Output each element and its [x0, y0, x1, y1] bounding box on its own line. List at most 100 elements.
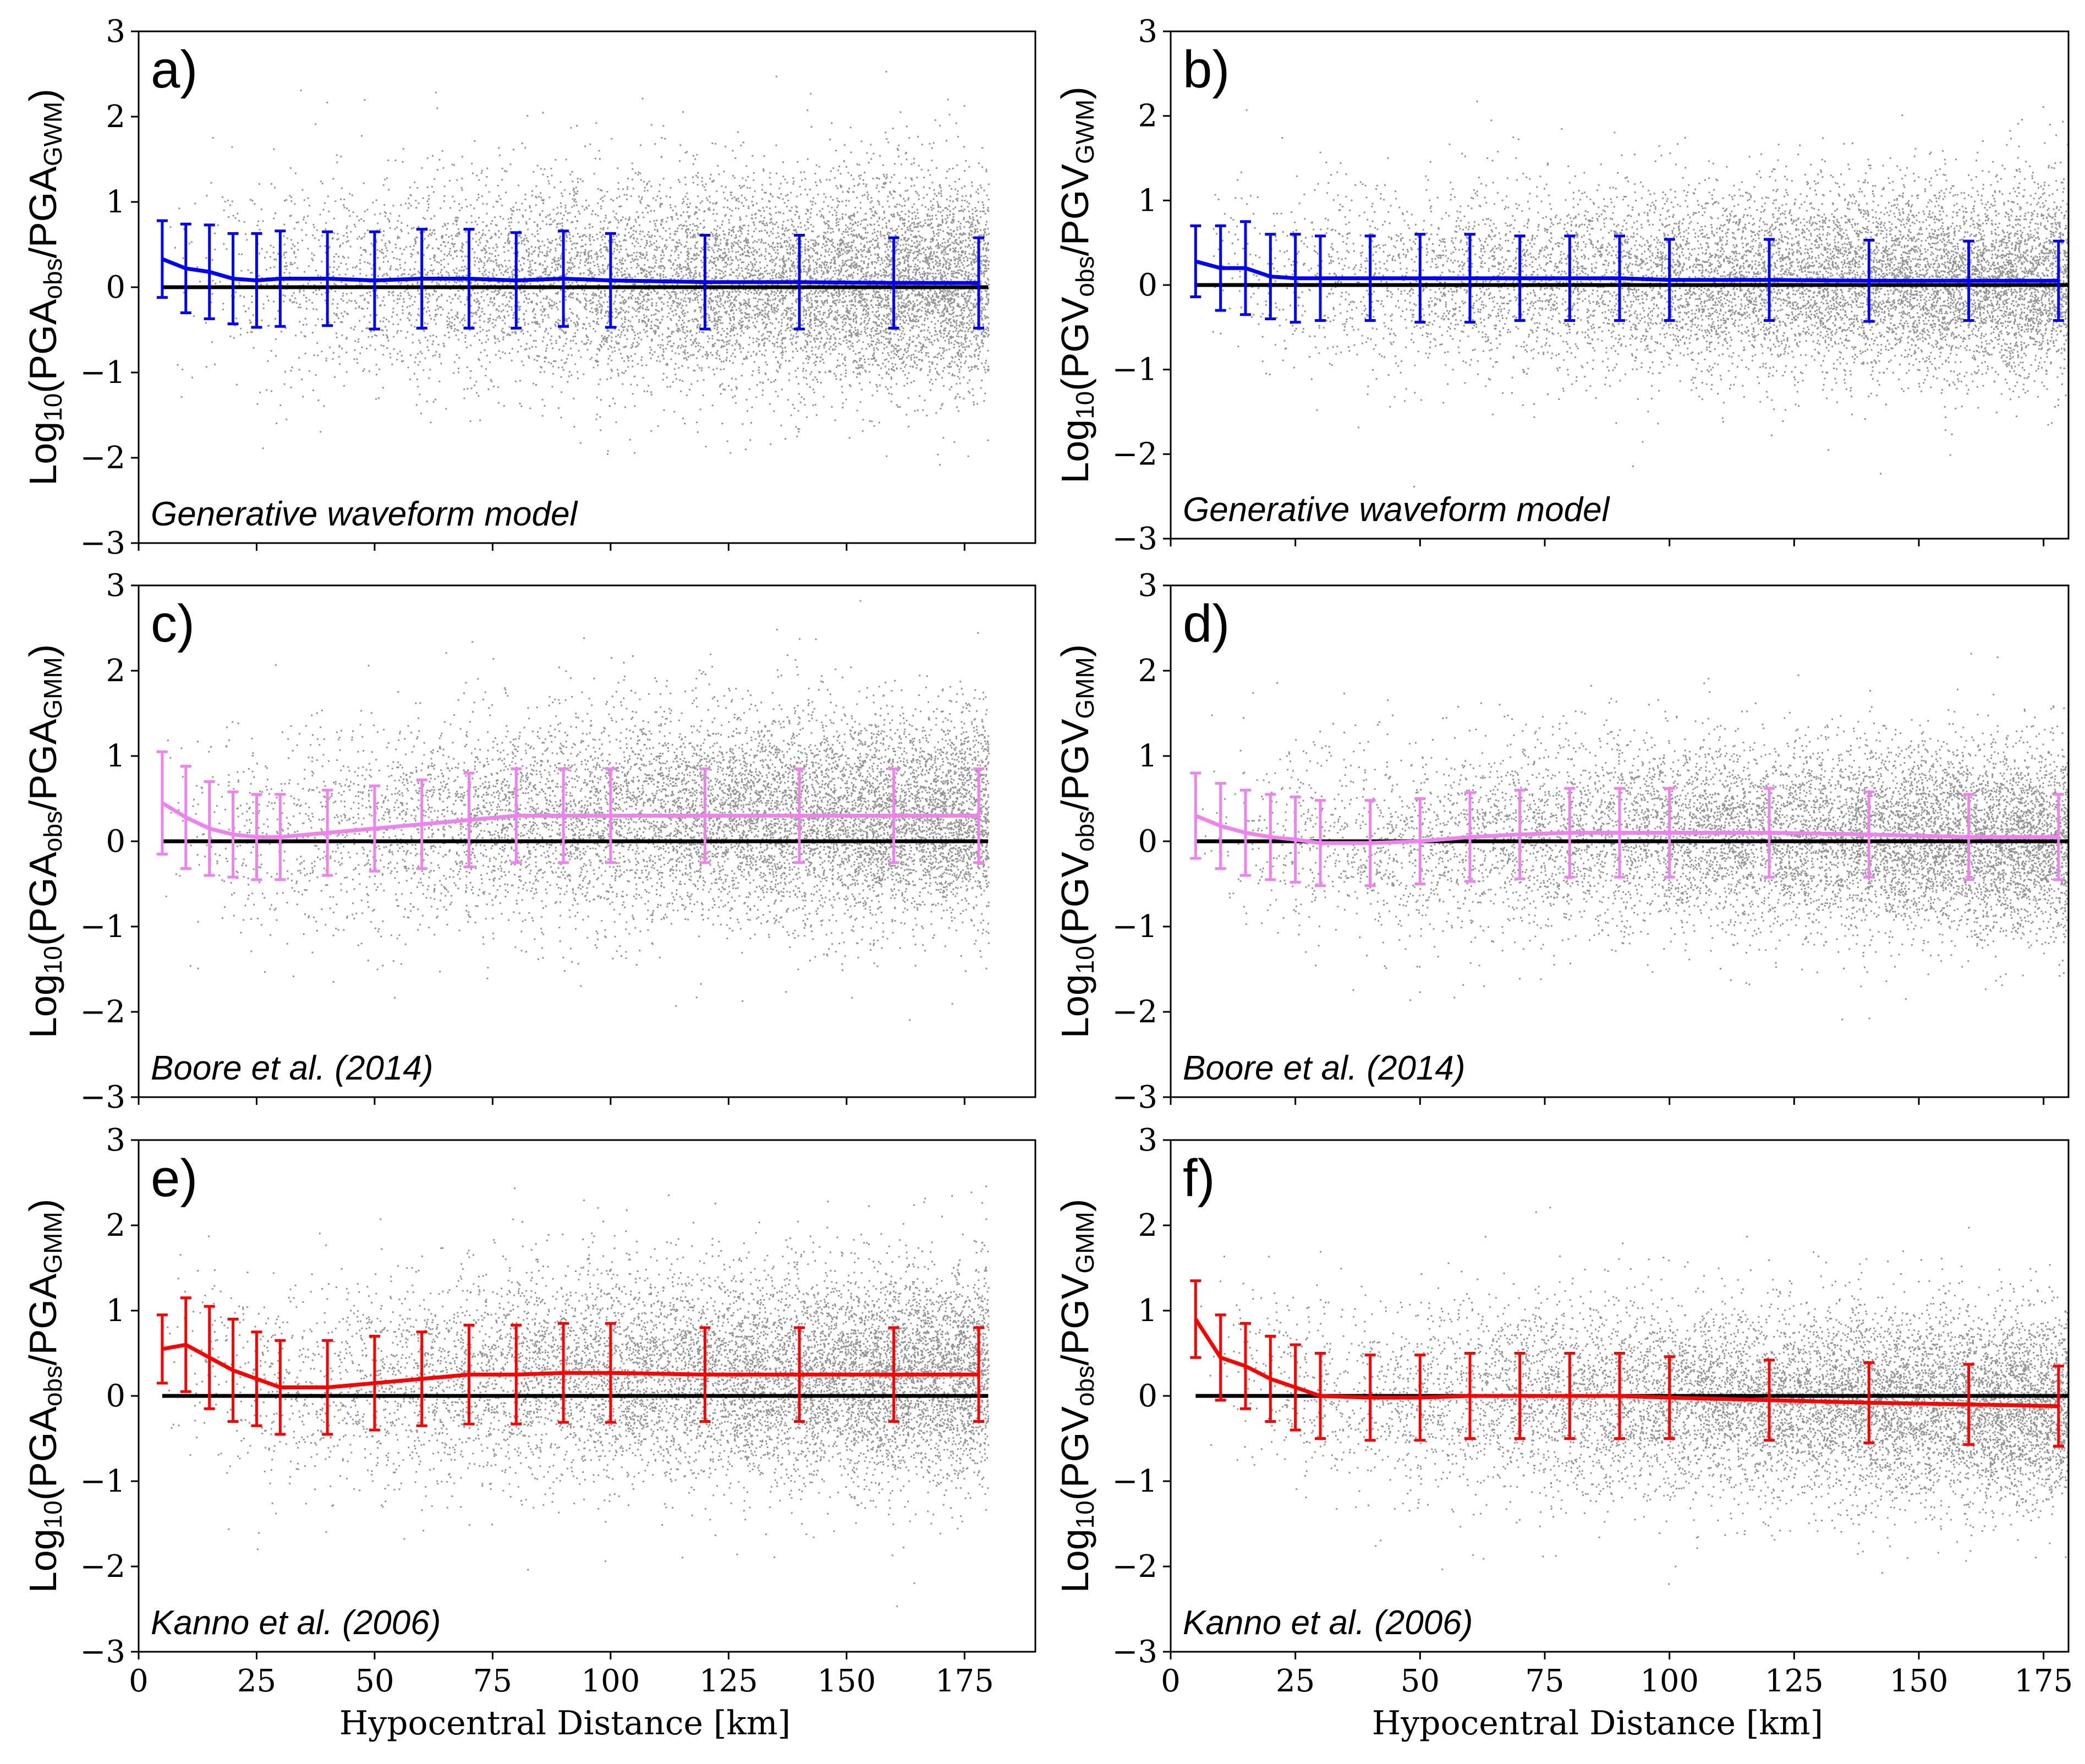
x-tick-label: 175 — [935, 1663, 994, 1699]
plot-area — [156, 1185, 990, 1607]
x-tick-label: 150 — [1890, 1663, 1949, 1699]
y-tick-label: −3 — [1112, 1080, 1157, 1115]
y-tick-label: −1 — [80, 909, 125, 945]
y-tick-label: −2 — [1112, 436, 1157, 472]
panel-e: −3 −2 −1 0 1 2 3 0 25 50 75 100 125 150 175 Hypocentral… — [21, 1122, 1036, 1743]
y-tick-label: 3 — [1138, 1122, 1157, 1158]
panel-b: −3 −2 −1 0 1 2 3 Log10(PGVobs/PGVGWM) b) Generati… — [1054, 14, 2070, 557]
y-tick-label: −1 — [1112, 352, 1157, 388]
x-tick-label: 100 — [581, 1663, 640, 1699]
model-label: Generative waveform model — [1183, 491, 1611, 529]
y-tick-label: 2 — [106, 99, 125, 135]
y-tick-label: 0 — [1138, 1378, 1157, 1414]
x-tick-label: 0 — [1161, 1663, 1181, 1699]
mean-residual-line — [1194, 814, 2059, 845]
model-label: Generative waveform model — [151, 495, 579, 533]
panel-a: −3 −2 −1 0 1 2 3 Log10(PGAobs/PGAGWM) a) Generati… — [21, 14, 1036, 561]
x-tick-label: 75 — [473, 1663, 512, 1699]
y-tick-label: 3 — [106, 14, 125, 50]
y-axis-label: Log10(PGAobs/PGAGWM) — [21, 89, 67, 485]
y-tick-label: −2 — [1112, 994, 1157, 1030]
plot-area — [1190, 653, 2068, 1021]
x-tick-label: 25 — [1276, 1663, 1315, 1699]
y-tick-label: −1 — [1112, 909, 1157, 945]
x-tick-label: 100 — [1640, 1663, 1699, 1699]
y-axis-label: Log10(PGAobs/PGAGMM) — [21, 644, 67, 1038]
panel-label: c) — [151, 594, 195, 653]
mean-residual-line — [1195, 259, 2059, 283]
mean-residual-line — [161, 801, 979, 839]
x-tick-label: 175 — [2014, 1663, 2073, 1699]
y-tick-label: 1 — [1138, 738, 1157, 774]
panel-label: d) — [1183, 594, 1230, 653]
panel-c: −3 −2 −1 0 1 2 3 Log10(PGAobs/PGAGMM) c) Boore et… — [21, 568, 1036, 1115]
y-tick-label: 0 — [106, 824, 125, 859]
x-tick-label: 25 — [237, 1663, 276, 1699]
y-axis-label: Log10(PGVobs/PGVGMM) — [1054, 1199, 1099, 1593]
panel-d: −3 −2 −1 0 1 2 3 Log10(PGVobs/PGVGMM) d) Boore et… — [1054, 568, 2070, 1115]
model-label: Kanno et al. (2006) — [1183, 1604, 1473, 1642]
y-tick-label: 3 — [106, 568, 125, 604]
x-tick-label: 150 — [817, 1663, 876, 1699]
y-tick-label: 3 — [1138, 568, 1157, 604]
x-tick-label: 50 — [355, 1663, 394, 1699]
panel-label: a) — [151, 40, 197, 99]
y-tick-label: 0 — [1138, 824, 1157, 859]
x-tick-label: 125 — [699, 1663, 758, 1699]
y-tick-label: −3 — [1112, 1634, 1157, 1670]
scatter-points — [1212, 100, 2068, 487]
y-tick-label: −3 — [1112, 521, 1157, 557]
y-tick-label: −2 — [80, 440, 125, 476]
y-tick-label: −3 — [80, 1080, 125, 1115]
y-tick-label: −1 — [80, 355, 125, 391]
x-axis-label: Hypocentral Distance [km] — [1372, 1704, 1823, 1743]
plot-area — [156, 70, 990, 466]
scatter-points — [165, 600, 990, 1021]
y-tick-label: 1 — [106, 184, 125, 220]
plot-area — [1190, 1207, 2068, 1585]
panel-label: e) — [151, 1149, 197, 1208]
panel-label: f) — [1183, 1149, 1215, 1208]
x-tick-label: 125 — [1765, 1663, 1824, 1699]
y-tick-label: 2 — [1138, 653, 1157, 689]
y-tick-label: −1 — [80, 1464, 125, 1499]
y-axis-label: Log10(PGAobs/PGAGMM) — [21, 1199, 67, 1593]
model-label: Boore et al. (2014) — [151, 1049, 434, 1087]
y-tick-label: 0 — [106, 270, 125, 305]
mean-residual-line — [1194, 1318, 2059, 1409]
y-tick-label: 1 — [1138, 1293, 1157, 1329]
plot-area — [156, 600, 990, 1021]
y-tick-label: 2 — [1138, 98, 1157, 134]
y-tick-label: −1 — [1112, 1464, 1157, 1499]
x-axis-label: Hypocentral Distance [km] — [339, 1704, 791, 1743]
panel-f: −3 −2 −1 0 1 2 3 0 25 50 75 100 125 150 175 Hypocentral… — [1054, 1122, 2073, 1743]
y-tick-label: −2 — [1112, 1549, 1157, 1585]
y-tick-label: −2 — [80, 994, 125, 1030]
y-tick-label: −3 — [80, 525, 125, 561]
y-tick-label: 2 — [106, 1208, 125, 1243]
panel-label: b) — [1183, 40, 1230, 99]
x-tick-label: 75 — [1525, 1663, 1564, 1699]
y-tick-label: 0 — [106, 1378, 125, 1414]
y-tick-label: 2 — [106, 653, 125, 689]
y-tick-label: 1 — [1138, 183, 1157, 218]
y-tick-label: 1 — [106, 1293, 125, 1329]
y-axis-label: Log10(PGVobs/PGVGWM) — [1054, 86, 1099, 483]
y-tick-label: 1 — [106, 738, 125, 774]
mean-residual-line — [162, 1343, 979, 1389]
y-tick-label: 3 — [106, 1122, 125, 1158]
y-tick-label: −2 — [80, 1549, 125, 1585]
mean-residual-line — [161, 257, 979, 285]
y-tick-label: 3 — [1138, 14, 1157, 50]
scatter-points — [169, 70, 990, 466]
x-tick-label: 0 — [129, 1663, 149, 1699]
plot-area — [1190, 100, 2068, 487]
y-tick-label: 2 — [1138, 1208, 1157, 1243]
model-label: Kanno et al. (2006) — [151, 1604, 441, 1642]
model-label: Boore et al. (2014) — [1183, 1049, 1466, 1087]
x-tick-label: 50 — [1401, 1663, 1440, 1699]
y-tick-label: 0 — [1138, 267, 1157, 303]
y-axis-label: Log10(PGVobs/PGVGMM) — [1054, 644, 1099, 1038]
y-tick-label: −3 — [80, 1634, 125, 1670]
